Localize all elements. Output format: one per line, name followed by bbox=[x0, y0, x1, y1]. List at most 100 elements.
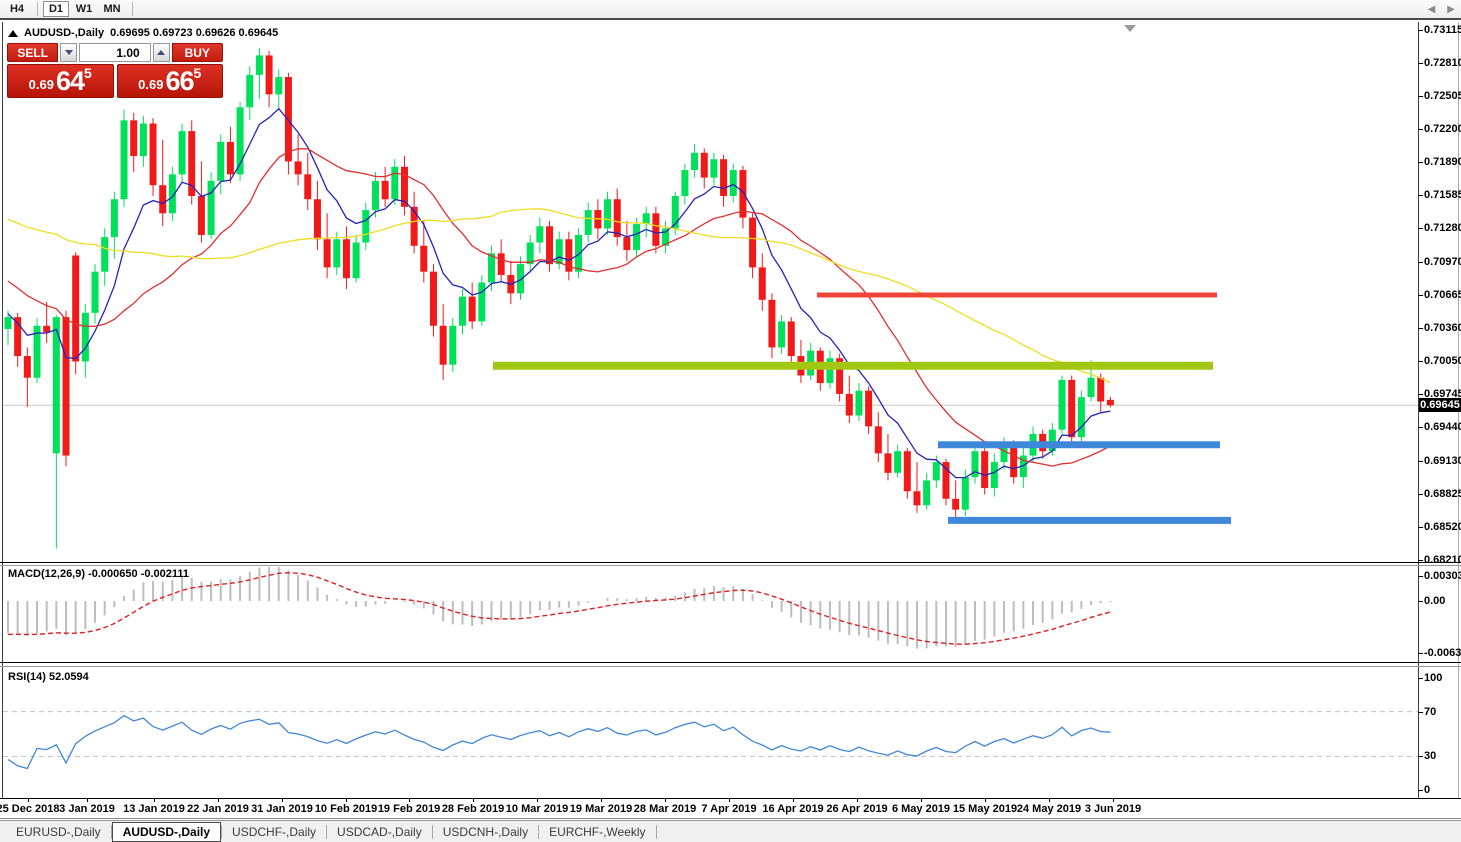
time-axis-label: 10 Feb 2019 bbox=[314, 803, 378, 815]
current-price-tag: 0.69645 bbox=[1419, 398, 1461, 412]
tab-scroll-right-icon[interactable]: ▶ bbox=[1447, 4, 1455, 15]
tab-audusd-daily[interactable]: AUDUSD-,Daily bbox=[111, 821, 222, 842]
candle bbox=[903, 451, 911, 492]
rsi-axis-label-tick bbox=[1418, 790, 1423, 791]
candle bbox=[120, 120, 128, 200]
candle bbox=[420, 245, 428, 272]
time-tick bbox=[921, 799, 922, 802]
timeframe-button-h4[interactable]: H4 bbox=[9, 3, 25, 15]
volume-input[interactable]: 1.00 bbox=[79, 43, 151, 62]
pane-separator-macd-rsi-shadow bbox=[0, 666, 1461, 667]
candle bbox=[439, 325, 447, 365]
time-axis-label: 15 May 2019 bbox=[952, 803, 1018, 815]
candle bbox=[710, 159, 718, 178]
candle bbox=[207, 180, 215, 235]
candle bbox=[178, 131, 186, 175]
price-axis-label-tick bbox=[1418, 494, 1423, 495]
tab-divider bbox=[110, 824, 112, 839]
price-pane[interactable] bbox=[3, 47, 1418, 549]
candle bbox=[149, 123, 157, 186]
candle bbox=[1058, 379, 1066, 430]
price-axis-label-tick bbox=[1418, 30, 1423, 31]
time-axis-label: 31 Jan 2019 bbox=[251, 803, 313, 815]
candle bbox=[497, 253, 505, 275]
chart-canvas[interactable] bbox=[0, 22, 1461, 820]
tab-usdchf-daily[interactable]: USDCHF-,Daily bbox=[232, 824, 317, 839]
tab-usdcad-daily[interactable]: USDCAD-,Daily bbox=[337, 824, 422, 839]
rsi-axis-label-tick bbox=[1418, 756, 1423, 757]
tab-scroll-left-icon[interactable]: ◀ bbox=[1427, 4, 1436, 15]
macd-pane[interactable] bbox=[7, 566, 1112, 649]
toolbar-separator bbox=[37, 2, 38, 16]
time-tick bbox=[857, 799, 858, 802]
candle bbox=[14, 317, 22, 357]
candle bbox=[226, 141, 234, 175]
candle bbox=[642, 213, 650, 225]
tab-eurchf-weekly[interactable]: EURCHF-,Weekly bbox=[549, 824, 646, 839]
price-axis-label-tick bbox=[1418, 63, 1423, 64]
price-axis-label: 0.70050 bbox=[1424, 355, 1461, 367]
rsi-pane[interactable] bbox=[3, 711, 1418, 770]
candle bbox=[913, 491, 921, 506]
candle bbox=[1077, 397, 1085, 438]
candle bbox=[961, 477, 969, 510]
scroll-to-end-marker-icon[interactable] bbox=[1124, 25, 1136, 32]
candle bbox=[952, 498, 960, 510]
time-tick bbox=[346, 799, 347, 802]
time-tick bbox=[793, 799, 794, 802]
chart-window[interactable]: AUDUSD-,Daily 0.69695 0.69723 0.69626 0.… bbox=[0, 22, 1461, 820]
candle bbox=[188, 131, 196, 196]
candle bbox=[488, 253, 495, 283]
candle bbox=[458, 296, 466, 326]
rsi-axis-label-tick bbox=[1418, 712, 1423, 713]
price-axis-label: 0.68520 bbox=[1424, 521, 1461, 533]
candle bbox=[101, 237, 109, 272]
tab-divider bbox=[538, 824, 540, 839]
time-tick bbox=[729, 799, 730, 802]
candle bbox=[623, 237, 631, 251]
timeframe-button-w1[interactable]: W1 bbox=[75, 3, 93, 15]
candle bbox=[758, 267, 766, 300]
toolbar-separator bbox=[132, 2, 133, 16]
price-axis-label: 0.72200 bbox=[1424, 123, 1461, 135]
sell-price-button[interactable]: 0.69 64 5 bbox=[7, 64, 114, 98]
tab-usdcnh-daily[interactable]: USDCNH-,Daily bbox=[442, 824, 529, 839]
sell-price-pips: 64 bbox=[55, 66, 85, 96]
chart-tab-bar: EURUSD-,Daily AUDUSD-,Daily USDCHF-,Daily U… bbox=[0, 820, 1461, 842]
candle bbox=[662, 228, 670, 246]
pane-separator-macd-rsi[interactable] bbox=[0, 662, 1461, 663]
macd-axis-label-tick bbox=[1418, 576, 1423, 577]
candle bbox=[739, 170, 747, 218]
price-axis-label-tick bbox=[1418, 527, 1423, 528]
candle bbox=[313, 199, 321, 240]
time-axis: 25 Dec 2018 3 Jan 2019 13 Jan 2019 22 Jan 2… bbox=[0, 799, 1461, 818]
sell-button[interactable]: SELL bbox=[7, 43, 59, 62]
timeframe-button-mn[interactable]: MN bbox=[103, 3, 121, 15]
timeframe-button-d1[interactable]: D1 bbox=[43, 1, 69, 17]
buy-button[interactable]: BUY bbox=[171, 43, 223, 62]
buy-price-button[interactable]: 0.69 66 5 bbox=[116, 64, 223, 98]
candle bbox=[33, 325, 41, 378]
time-axis-label: 28 Mar 2019 bbox=[633, 803, 697, 815]
time-tick bbox=[537, 799, 538, 802]
macd-axis-label: -0.006311 bbox=[1424, 647, 1461, 659]
macd-indicator-label: MACD(12,26,9) -0.000650 -0.002111 bbox=[8, 568, 190, 580]
time-axis-label: 22 Jan 2019 bbox=[187, 803, 249, 815]
candle bbox=[894, 451, 902, 473]
time-axis-label: 7 Apr 2019 bbox=[701, 803, 757, 815]
macd-axis-label-tick bbox=[1418, 601, 1423, 602]
triangle-up-icon bbox=[157, 50, 166, 55]
candle bbox=[778, 321, 786, 348]
tab-eurusd-daily[interactable]: EURUSD-,Daily bbox=[16, 824, 101, 839]
chart-symbol-period: AUDUSD-,Daily bbox=[24, 27, 105, 39]
candle bbox=[942, 462, 950, 499]
volume-decrease-button[interactable] bbox=[60, 43, 78, 62]
price-axis-label: 0.69440 bbox=[1424, 421, 1461, 433]
candle bbox=[62, 317, 70, 456]
pane-separator-price-macd[interactable] bbox=[0, 562, 1461, 563]
price-axis-label: 0.72810 bbox=[1424, 57, 1461, 69]
macd-axis-label: 0.003035 bbox=[1424, 570, 1461, 582]
volume-increase-button[interactable] bbox=[152, 43, 170, 62]
candle bbox=[865, 390, 873, 427]
